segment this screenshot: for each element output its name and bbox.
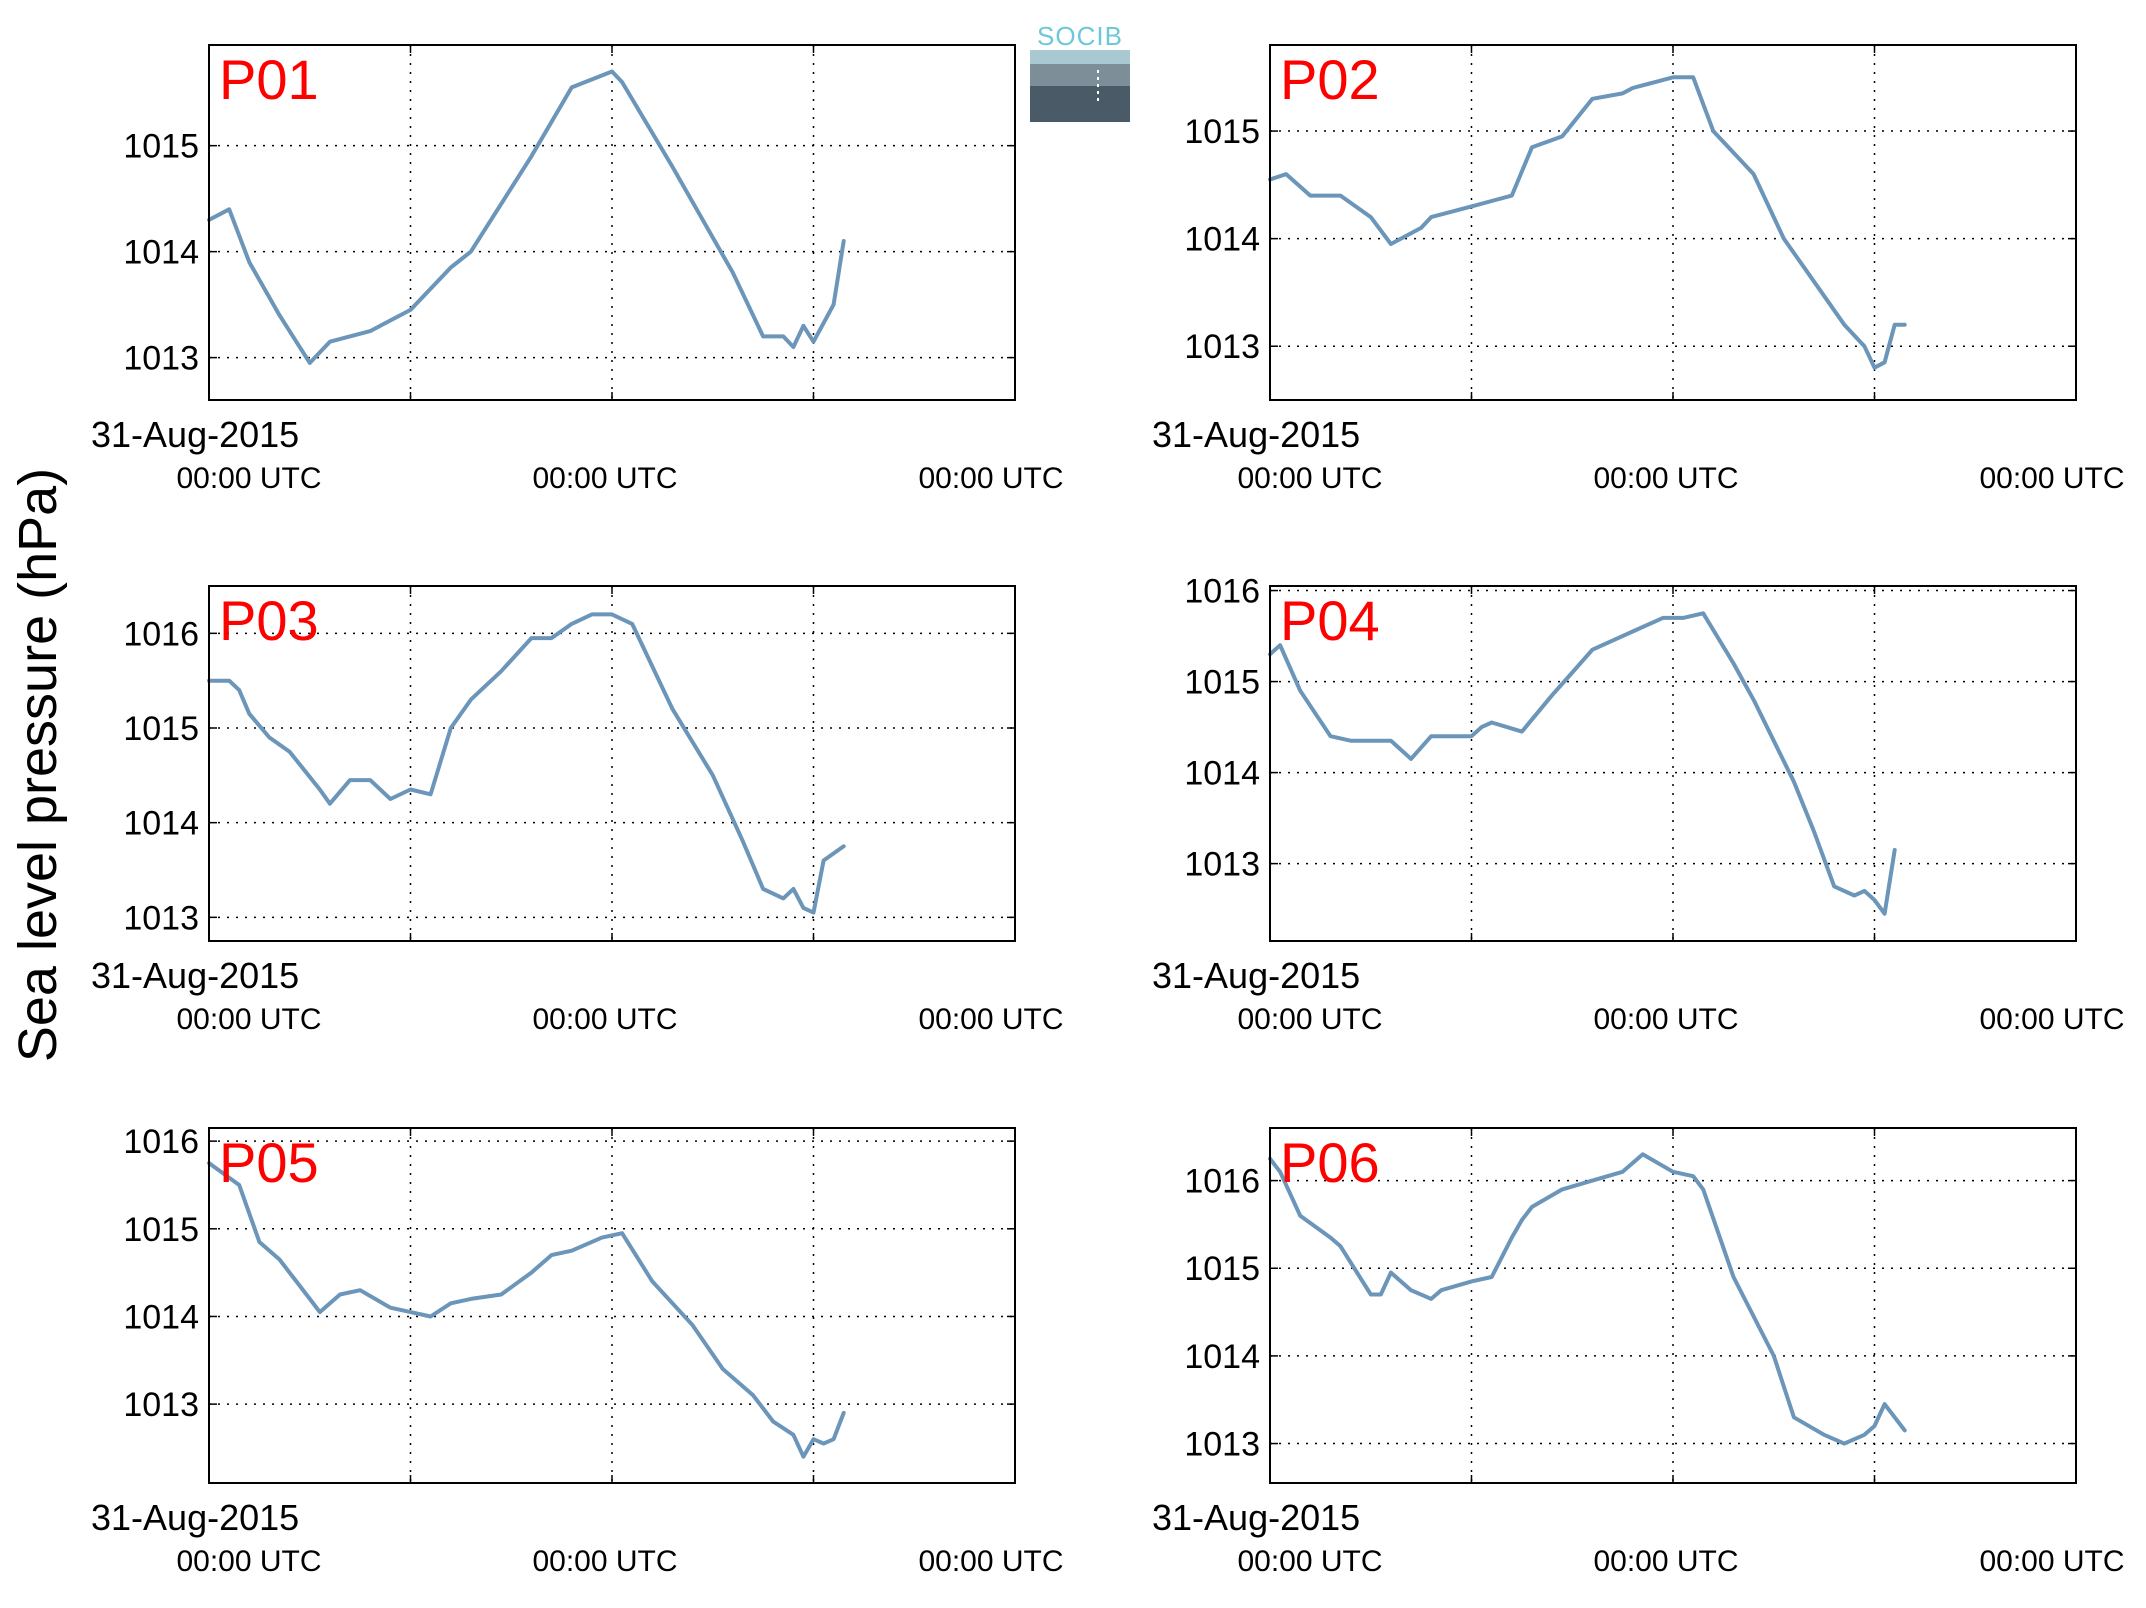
y-tick-label: 1016 (1184, 1163, 1260, 1201)
y-tick-label: 1014 (123, 234, 199, 272)
date-label: 31-Aug-2015 (1152, 955, 1360, 996)
x-tick-label: 00:00 UTC (1979, 1003, 2124, 1036)
series-line (1268, 75, 1907, 370)
chart-panel-p01: 1013 1014 1015 P01 31-Aug-2015 00:00 UTC 00:00… (91, 44, 1064, 495)
panel-label: P05 (219, 1131, 319, 1194)
series-line (1268, 611, 1897, 916)
y-tick-label: 1015 (1184, 1250, 1260, 1288)
y-tick-label: 1014 (1184, 221, 1260, 259)
y-tick-label: 1013 (1184, 328, 1260, 366)
x-tick-label: 00:00 UTC (532, 462, 677, 495)
plot-frame (1269, 1127, 2077, 1484)
plot-area (209, 586, 1015, 941)
x-tick-label: 00:00 UTC (1593, 1545, 1738, 1578)
date-label: 31-Aug-2015 (91, 1497, 299, 1538)
x-tick-label: 00:00 UTC (1593, 1003, 1738, 1036)
socib-logo: SOCIB (1030, 21, 1130, 122)
x-tick-label: 00:00 UTC (176, 1003, 321, 1036)
y-tick-label: 1014 (1184, 755, 1260, 793)
x-tick-label: 00:00 UTC (532, 1545, 677, 1578)
series-line (207, 69, 846, 365)
plot-frame (208, 44, 1016, 401)
plot-area (1270, 45, 2076, 400)
x-tick-label: 00:00 UTC (918, 1003, 1063, 1036)
chart-panel-p03: 1013 1014 1015 1016 P03 31-Aug-2015 00:00 UTC 0… (91, 585, 1064, 1036)
y-tick-label: 1016 (1184, 573, 1260, 611)
chart-panel-p06: 1013 1014 1015 1016 P06 31-Aug-2015 00:00 UTC 0… (1152, 1127, 2125, 1578)
plot-frame (1269, 585, 2077, 942)
plot-area (209, 1128, 1015, 1483)
series-line (1268, 1152, 1907, 1446)
y-tick-label: 1015 (123, 1211, 199, 1249)
x-tick-label: 00:00 UTC (1237, 1003, 1382, 1036)
date-label: 31-Aug-2015 (1152, 414, 1360, 455)
x-tick-label: 00:00 UTC (532, 1003, 677, 1036)
x-tick-label: 00:00 UTC (918, 462, 1063, 495)
y-tick-label: 1013 (1184, 1426, 1260, 1464)
x-tick-label: 00:00 UTC (176, 462, 321, 495)
logo-text: SOCIB (1037, 21, 1123, 51)
panel-label: P03 (219, 589, 319, 652)
y-tick-label: 1013 (123, 899, 199, 937)
y-tick-label: 1016 (123, 1123, 199, 1161)
x-tick-label: 00:00 UTC (1593, 462, 1738, 495)
x-tick-label: 00:00 UTC (1237, 1545, 1382, 1578)
y-tick-label: 1014 (1184, 1338, 1260, 1376)
x-tick-label: 00:00 UTC (1979, 1545, 2124, 1578)
x-tick-label: 00:00 UTC (1979, 462, 2124, 495)
plot-area (1270, 1128, 2076, 1483)
plot-frame (1269, 44, 2077, 401)
plot-area (1270, 586, 2076, 941)
y-tick-label: 1015 (123, 710, 199, 748)
y-tick-label: 1013 (1184, 846, 1260, 884)
x-tick-label: 00:00 UTC (918, 1545, 1063, 1578)
y-tick-label: 1013 (123, 340, 199, 378)
date-label: 31-Aug-2015 (91, 414, 299, 455)
chart-panel-p04: 1013 1014 1015 1016 P04 31-Aug-2015 00:00 UTC 0… (1152, 573, 2125, 1036)
y-tick-label: 1013 (123, 1386, 199, 1424)
panel-label: P02 (1280, 48, 1380, 111)
y-tick-label: 1014 (123, 805, 199, 843)
plot-area (209, 45, 1015, 400)
x-tick-label: 00:00 UTC (1237, 462, 1382, 495)
plot-frame (208, 585, 1016, 942)
date-label: 31-Aug-2015 (1152, 1497, 1360, 1538)
panel-label: P04 (1280, 589, 1380, 652)
y-tick-label: 1015 (1184, 664, 1260, 702)
y-axis-label: Sea level pressure (hPa) (8, 468, 68, 1062)
y-tick-label: 1015 (123, 128, 199, 166)
chart-panel-p05: 1013 1014 1015 1016 P05 31-Aug-2015 00:00 UTC 0… (91, 1123, 1064, 1578)
series-line (207, 612, 846, 915)
plot-frame (208, 1127, 1016, 1484)
x-tick-label: 00:00 UTC (176, 1545, 321, 1578)
panel-label: P06 (1280, 1131, 1380, 1194)
date-label: 31-Aug-2015 (91, 955, 299, 996)
chart-panel-p02: 1013 1014 1015 P02 31-Aug-2015 00:00 UTC 00:00… (1152, 44, 2125, 495)
y-tick-label: 1015 (1184, 113, 1260, 151)
panel-label: P01 (219, 48, 319, 111)
series-line (207, 1161, 846, 1459)
y-tick-label: 1014 (123, 1298, 199, 1336)
y-tick-label: 1016 (123, 615, 199, 653)
